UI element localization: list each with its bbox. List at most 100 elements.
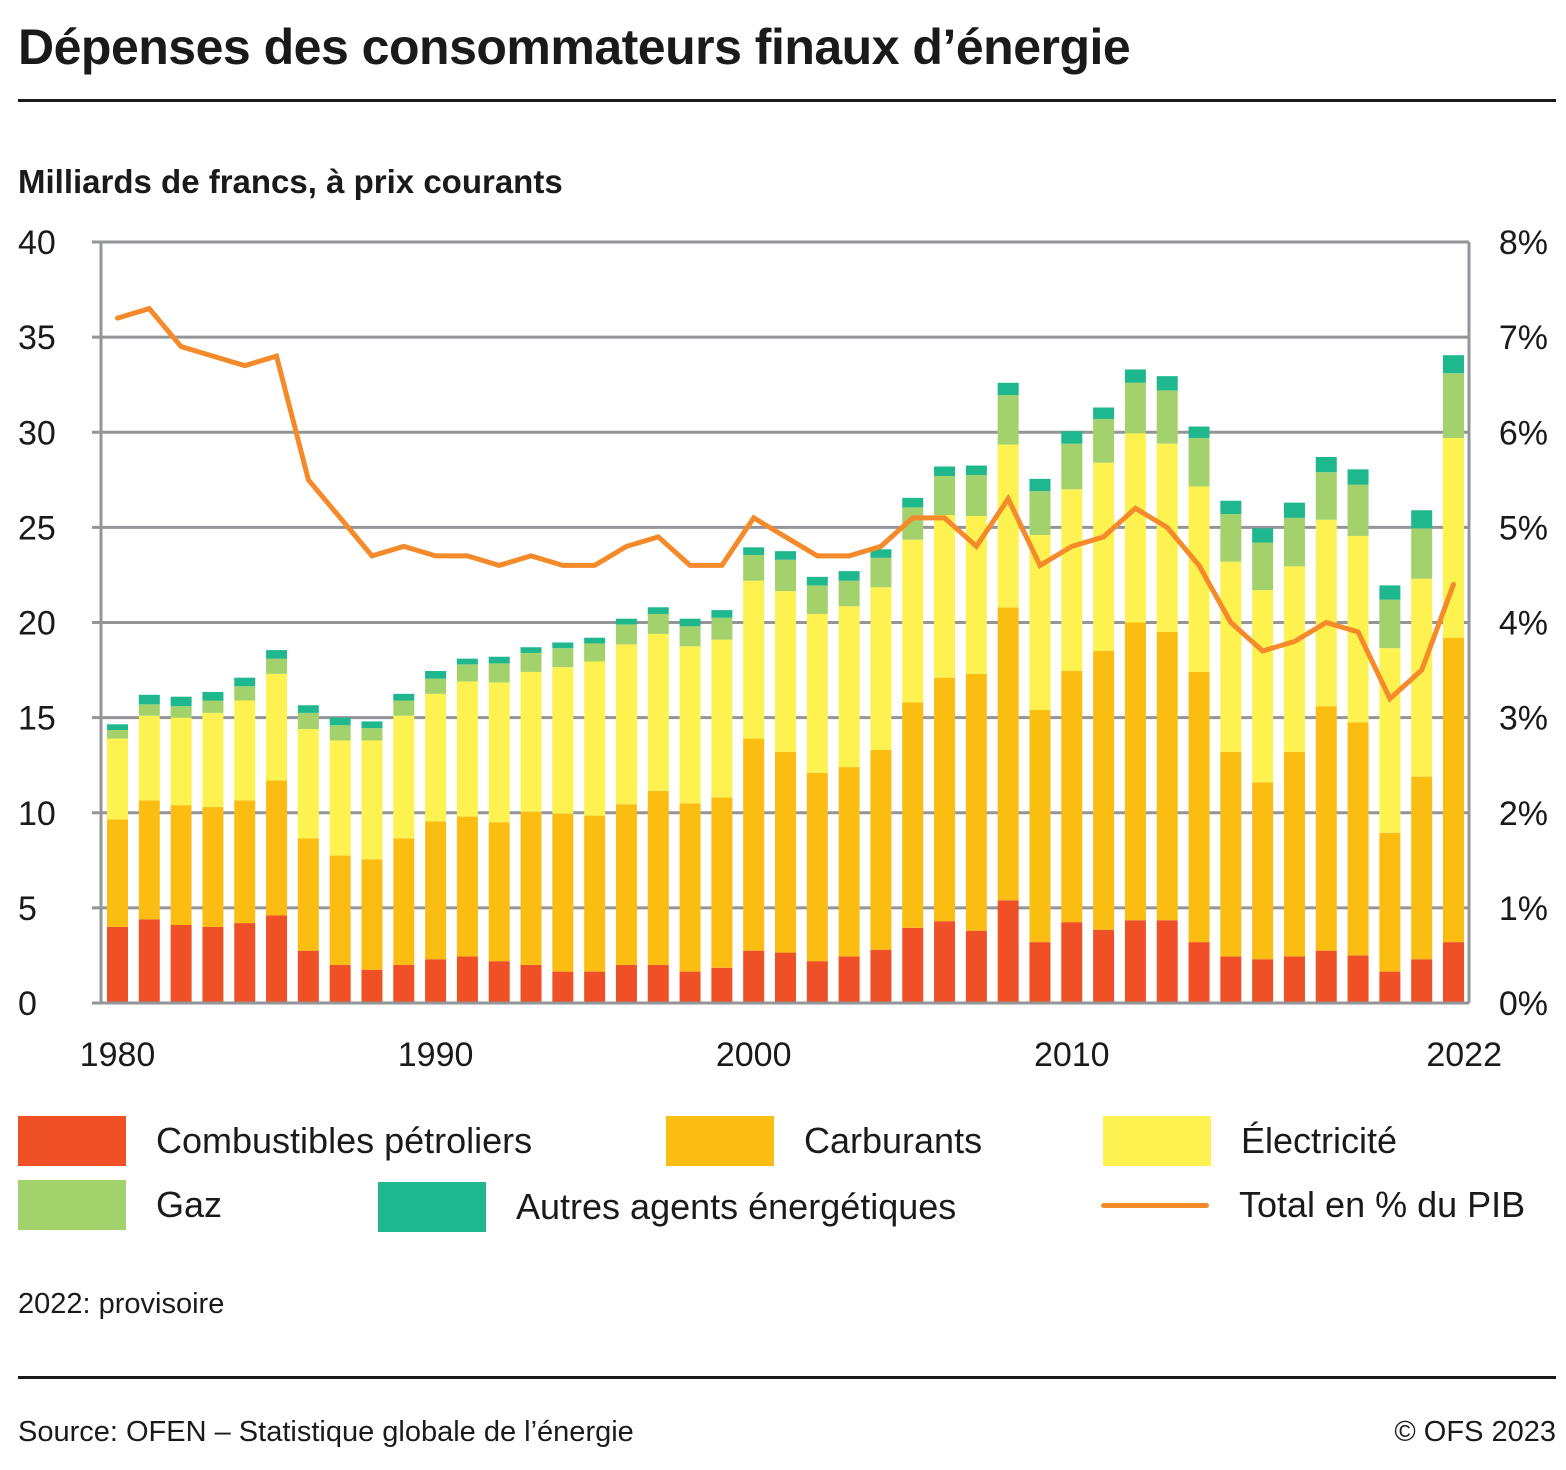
bar-segment-gaz-2010 [1061, 443, 1083, 490]
bar-segment-carburants-1987 [329, 855, 351, 965]
bar-segment-gaz-2000 [743, 554, 765, 581]
bar-segment-gaz-2022 [1443, 373, 1464, 438]
legend-item-autres: Autres agents énergétiques [378, 1182, 956, 1232]
bar-segment-combustibles-1991 [456, 956, 478, 1003]
legend-item-electricite: Électricité [1103, 1116, 1397, 1166]
bar-segment-carburants-1994 [552, 813, 574, 972]
chart-title: Dépenses des consommateurs finaux d’éner… [18, 19, 1131, 75]
bar-segment-carburants-2010 [1061, 671, 1083, 923]
bar-segment-carburants-2001 [775, 751, 796, 953]
bar-segment-gaz-1991 [456, 664, 478, 682]
bar-segment-electricite-1984 [234, 700, 256, 801]
bar-segment-combustibles-2008 [997, 900, 1019, 1003]
y-tick-label: 10 [18, 795, 56, 833]
legend-item-gaz: Gaz [18, 1180, 222, 1230]
tick-labels: 0 5 10 15 20 25 30 35 40 0% 1% 2% 3% 4% 5% 6% 7% 8% 1980 19… [18, 224, 1548, 1074]
bar-segment-combustibles-2002 [806, 961, 828, 1003]
y2-tick-label: 7% [1499, 319, 1548, 357]
bar-segment-autres-1980 [107, 724, 128, 730]
bar-segment-carburants-1981 [138, 800, 160, 920]
x-tick-label: 1980 [80, 1036, 156, 1074]
bar-segment-carburants-2011 [1093, 651, 1115, 930]
bar-segment-electricite-2000 [743, 580, 765, 739]
bar-segment-autres-1981 [138, 694, 160, 705]
bar-segment-autres-1988 [361, 721, 383, 729]
bar-segment-gaz-1999 [711, 617, 733, 640]
bar-segment-autres-1998 [679, 618, 701, 627]
bar-segment-electricite-2003 [838, 606, 860, 768]
bar-segment-electricite-1980 [107, 738, 128, 820]
y-tick-label: 20 [18, 605, 56, 643]
bar-segment-electricite-2010 [1061, 489, 1083, 672]
stacked-bar-line-chart: 0 5 10 15 20 25 30 35 40 0% 1% 2% 3% 4% 5% 6% 7% 8% 1980 19… [18, 224, 1548, 1074]
bar-segment-combustibles-2017 [1283, 956, 1305, 1003]
bar-segment-gaz-2015 [1220, 514, 1242, 562]
bar-segment-electricite-1993 [520, 671, 542, 812]
bar-segment-combustibles-2015 [1220, 956, 1242, 1003]
bar-segment-combustibles-1997 [647, 964, 669, 1003]
bar-segment-autres-2008 [997, 382, 1019, 396]
bar-segment-autres-2004 [870, 549, 892, 558]
bar-segment-electricite-2011 [1093, 462, 1115, 652]
bar-segment-autres-2006 [934, 466, 956, 477]
bar-segment-carburants-2008 [997, 607, 1019, 901]
bar-segment-carburants-2021 [1411, 776, 1433, 960]
bar-segment-electricite-2020 [1379, 648, 1401, 833]
bar-segment-carburants-1997 [647, 790, 669, 965]
bar-segment-electricite-2018 [1315, 519, 1337, 707]
legend-swatch-carburants [666, 1116, 774, 1166]
bar-segment-gaz-2018 [1315, 472, 1337, 520]
legend-item-carburants: Carburants [666, 1116, 982, 1166]
bar-segment-combustibles-1985 [266, 915, 288, 1003]
bar-segment-electricite-1997 [647, 633, 669, 791]
bar-segment-carburants-2016 [1252, 782, 1274, 960]
bar-segment-autres-2021 [1411, 510, 1433, 529]
bar-segment-combustibles-1993 [520, 964, 542, 1003]
y-tick-label: 30 [18, 414, 56, 452]
bar-segment-electricite-2013 [1156, 443, 1178, 633]
bar-segment-carburants-1989 [393, 838, 415, 965]
bar-segment-combustibles-2014 [1188, 942, 1210, 1003]
bar-segment-combustibles-1987 [329, 964, 351, 1003]
bar-segment-gaz-2009 [1029, 491, 1051, 535]
bar-segment-autres-1994 [552, 642, 574, 649]
bar-segment-electricite-2002 [806, 613, 828, 773]
bar-segment-electricite-1985 [266, 673, 288, 781]
bar-segment-gaz-1992 [488, 663, 510, 683]
bar-segment-electricite-1987 [329, 740, 351, 856]
bar-segment-combustibles-1999 [711, 967, 733, 1003]
bar-segment-autres-2015 [1220, 500, 1242, 515]
x-tick-label: 2022 [1426, 1036, 1502, 1074]
bar-segment-combustibles-1995 [584, 971, 606, 1003]
bar-segment-electricite-2004 [870, 587, 892, 750]
y2-tick-label: 3% [1499, 700, 1548, 738]
bar-segment-autres-2009 [1029, 478, 1051, 492]
bar-segment-gaz-1997 [647, 613, 669, 634]
bar-segment-gaz-2013 [1156, 390, 1178, 444]
bar-segment-combustibles-1998 [679, 971, 701, 1003]
bar-segment-electricite-2005 [902, 539, 924, 703]
legend-label: Gaz [156, 1184, 223, 1225]
bar-segment-gaz-1985 [266, 658, 288, 674]
title-divider [18, 99, 1556, 102]
bar-segment-autres-1991 [456, 658, 478, 665]
bar-segment-electricite-2001 [775, 591, 796, 752]
bar-segment-electricite-2021 [1411, 578, 1433, 777]
bar-segment-combustibles-1980 [107, 926, 128, 1003]
bar-segment-electricite-1989 [393, 715, 415, 839]
bar-segment-carburants-2006 [934, 677, 956, 922]
bar-segment-gaz-1994 [552, 648, 574, 668]
bar-segment-carburants-1988 [361, 859, 383, 970]
bar-segment-autres-2000 [743, 547, 765, 555]
bar-segment-carburants-1995 [584, 815, 606, 972]
bar-segment-gaz-1981 [138, 704, 160, 716]
bar-segment-carburants-2002 [806, 772, 828, 962]
bar-segment-autres-2016 [1252, 528, 1274, 543]
bar-segment-autres-1999 [711, 610, 733, 618]
bar-segment-carburants-2003 [838, 767, 860, 957]
y-tick-label: 25 [18, 509, 56, 547]
bar-segment-gaz-1986 [297, 712, 319, 730]
bar-segment-autres-1992 [488, 656, 510, 664]
bar-segment-combustibles-2010 [1061, 922, 1083, 1003]
bar-segment-carburants-1984 [234, 800, 256, 924]
